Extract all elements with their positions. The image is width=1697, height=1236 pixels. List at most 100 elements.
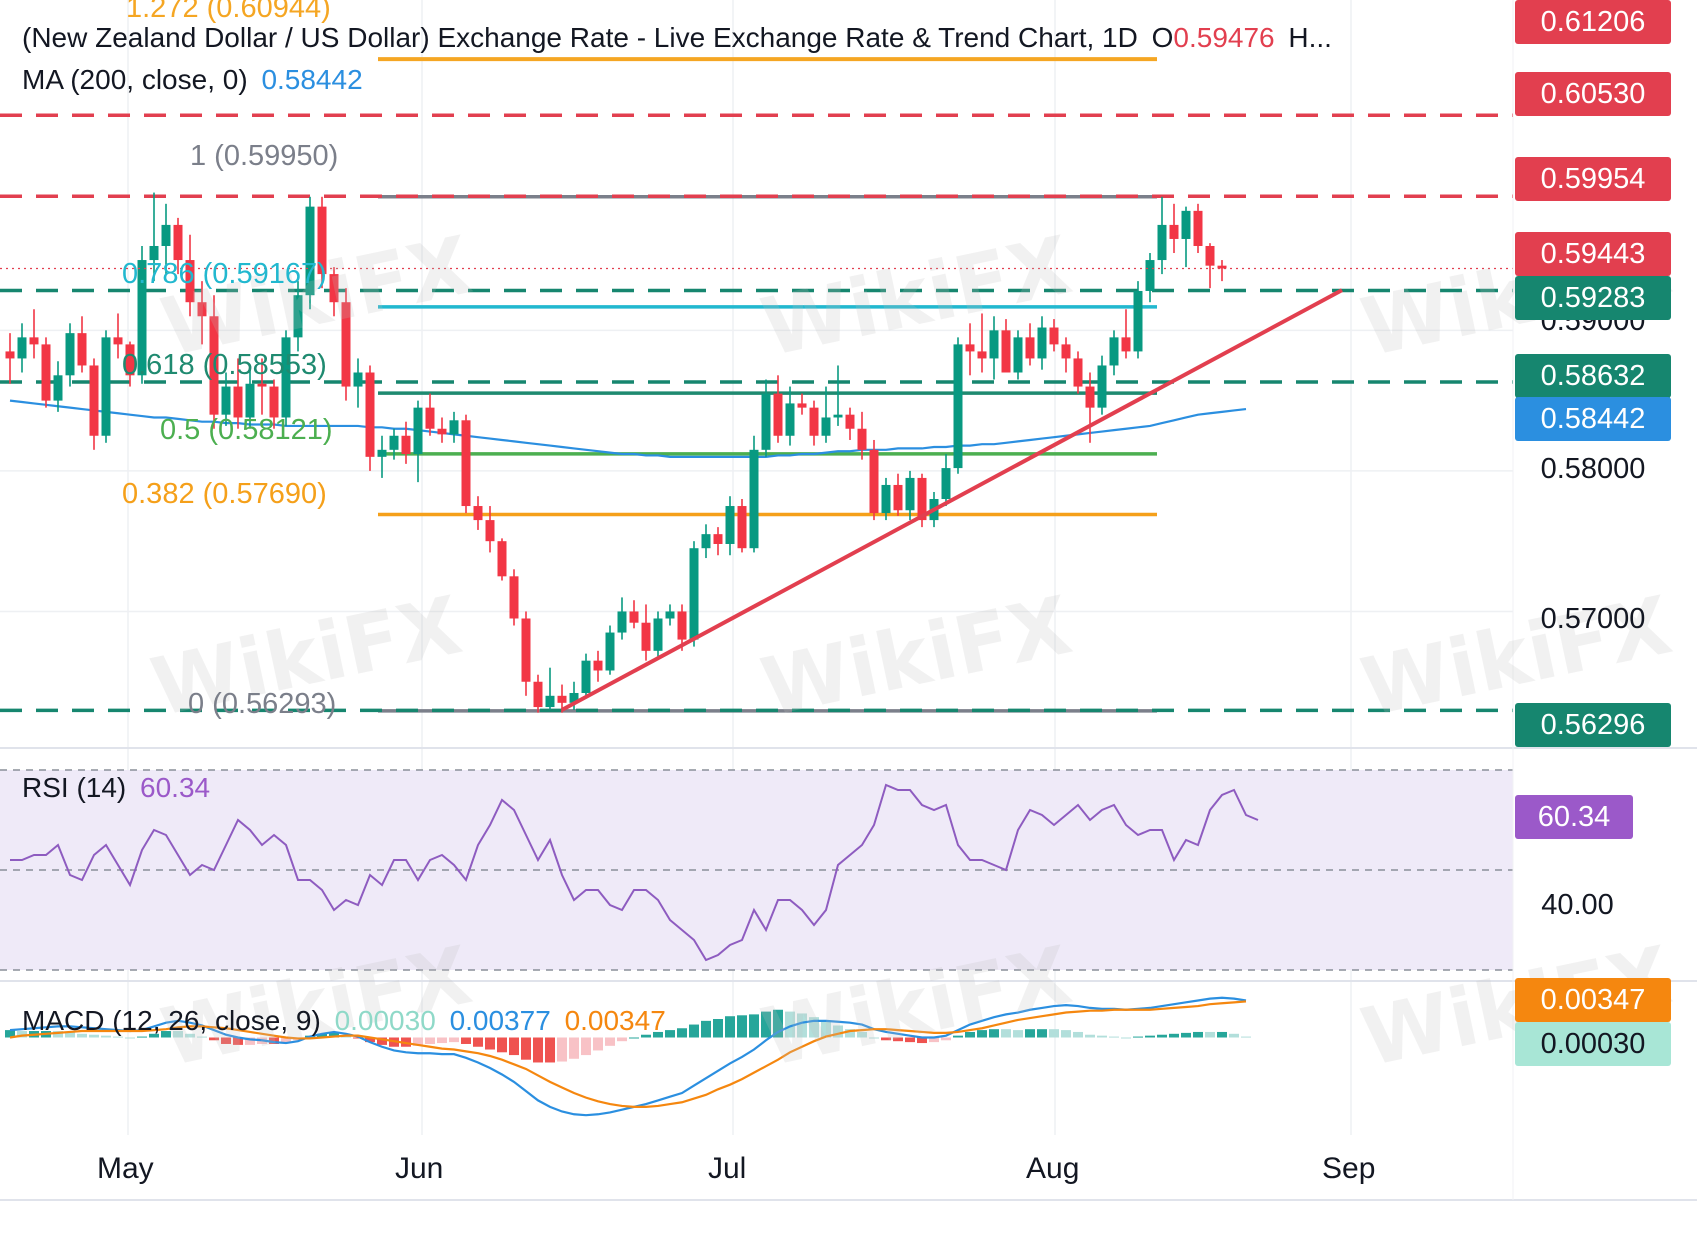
macd-hist-bar	[1037, 1029, 1047, 1038]
trendline-segment	[561, 288, 1343, 712]
candle-body	[629, 611, 639, 623]
macd-hist-bar	[413, 1037, 423, 1046]
rsi-legend[interactable]: RSI (14) 60.34	[22, 772, 216, 804]
macd-hist-bar	[281, 1037, 291, 1044]
candle-body	[917, 477, 927, 521]
candle-body	[953, 344, 963, 469]
macd-hist-bar	[545, 1037, 555, 1063]
candle-body	[713, 534, 723, 544]
macd-hist-bar	[557, 1037, 567, 1062]
macd-hist-bar	[101, 1035, 111, 1038]
candle-body	[401, 435, 411, 455]
candlesticks	[5, 192, 1227, 713]
ma-200-line	[9, 399, 1247, 458]
candle-body	[1073, 358, 1083, 387]
price-badge-s3: 0.56296	[1515, 703, 1671, 747]
candle-body	[641, 622, 651, 651]
macd-hist-bar	[1085, 1034, 1095, 1038]
macd-hist-bar	[1097, 1035, 1107, 1038]
candle-body	[905, 477, 915, 511]
macd-pane	[5, 996, 1251, 1117]
macd-hist-bar	[1169, 1033, 1179, 1038]
price-badge-r2: 0.60530	[1515, 72, 1671, 116]
macd-hist-bar	[1049, 1029, 1059, 1038]
macd-line-value: 0.00377	[449, 1005, 551, 1036]
candle-body	[893, 484, 903, 511]
ma-legend[interactable]: MA (200, close, 0) 0.58442	[22, 64, 369, 96]
chart-header[interactable]: (New Zealand Dollar / US Dollar) Exchang…	[22, 22, 1338, 54]
macd-hist-bar	[1121, 1037, 1131, 1039]
candle-body	[509, 576, 519, 619]
candle-body	[593, 660, 603, 671]
candle-body	[77, 333, 87, 366]
candle-body	[473, 506, 483, 521]
macd-hist-badge: 0.00030	[1515, 1022, 1671, 1066]
macd-hist-bar	[701, 1020, 711, 1038]
rsi-value-badge: 60.34	[1515, 795, 1633, 839]
macd-hist-bar	[137, 1036, 147, 1038]
macd-hist-bar	[521, 1037, 531, 1060]
macd-hist-bar	[881, 1037, 891, 1041]
macd-hist-bar	[833, 1025, 843, 1038]
candle-body	[1013, 337, 1023, 373]
candle-body	[233, 386, 243, 418]
macd-hist-bar	[1193, 1031, 1203, 1038]
candle-body	[365, 372, 375, 457]
candle-body	[521, 618, 531, 682]
macd-hist-bar	[941, 1037, 951, 1041]
macd-hist-bar	[497, 1037, 507, 1053]
candle-body	[1085, 386, 1095, 408]
macd-hist-bar	[245, 1037, 255, 1045]
macd-signal-value: 0.00347	[564, 1005, 666, 1036]
candle-body	[389, 435, 399, 450]
price-badge-s2: 0.58632	[1515, 354, 1671, 398]
macd-signal-badge: 0.00347	[1515, 978, 1671, 1022]
candle-body	[413, 407, 423, 455]
candle-body	[221, 386, 231, 415]
macd-hist-bar	[605, 1037, 615, 1046]
macd-hist-bar	[173, 1031, 183, 1038]
candle-body	[1037, 327, 1047, 359]
macd-hist-bar	[797, 1013, 807, 1038]
candle-body	[881, 484, 891, 514]
macd-hist-bar	[581, 1037, 591, 1056]
candle-body	[329, 274, 339, 303]
candle-body	[269, 386, 279, 418]
candle-body	[833, 414, 843, 418]
month-label-jun: Jun	[395, 1152, 444, 1185]
candle-body	[161, 224, 171, 246]
macd-hist-bar	[869, 1037, 879, 1039]
macd-hist-bar	[1109, 1036, 1119, 1038]
candle-body	[125, 344, 135, 376]
candle-body	[317, 206, 327, 275]
macd-hist-bar	[125, 1037, 135, 1039]
candle-body	[185, 260, 195, 303]
candle-body	[749, 449, 759, 549]
fib-label-1: 1 (0.59950)	[190, 140, 339, 172]
candle-body	[377, 449, 387, 457]
macd-hist-bar	[845, 1029, 855, 1038]
macd-hist-bar	[233, 1037, 243, 1045]
macd-hist-bar	[1013, 1030, 1023, 1038]
macd-hist-bar	[953, 1035, 963, 1038]
month-label-sep: Sep	[1322, 1152, 1376, 1185]
candle-body	[1097, 365, 1107, 408]
macd-hist-bar	[593, 1037, 603, 1051]
candle-body	[809, 407, 819, 436]
macd-hist-bar	[821, 1021, 831, 1038]
macd-hist-bar	[437, 1037, 447, 1044]
candle-body	[617, 611, 627, 633]
rsi-legend-value: 60.34	[140, 772, 211, 803]
macd-hist-bar	[365, 1037, 375, 1043]
price-tick-058000: 0.58000	[1540, 453, 1646, 485]
macd-legend[interactable]: MACD (12, 26, close, 9) 0.00030 0.00377 …	[22, 1005, 672, 1037]
pane-separators	[0, 0, 1697, 1201]
macd-hist-bar	[929, 1037, 939, 1043]
candle-body	[113, 337, 123, 345]
macd-hist-bar	[989, 1029, 999, 1038]
macd-hist-bar	[509, 1037, 519, 1056]
candle-body	[701, 534, 711, 549]
macd-hist-bar	[113, 1036, 123, 1038]
macd-hist-value: 0.00030	[334, 1005, 436, 1036]
